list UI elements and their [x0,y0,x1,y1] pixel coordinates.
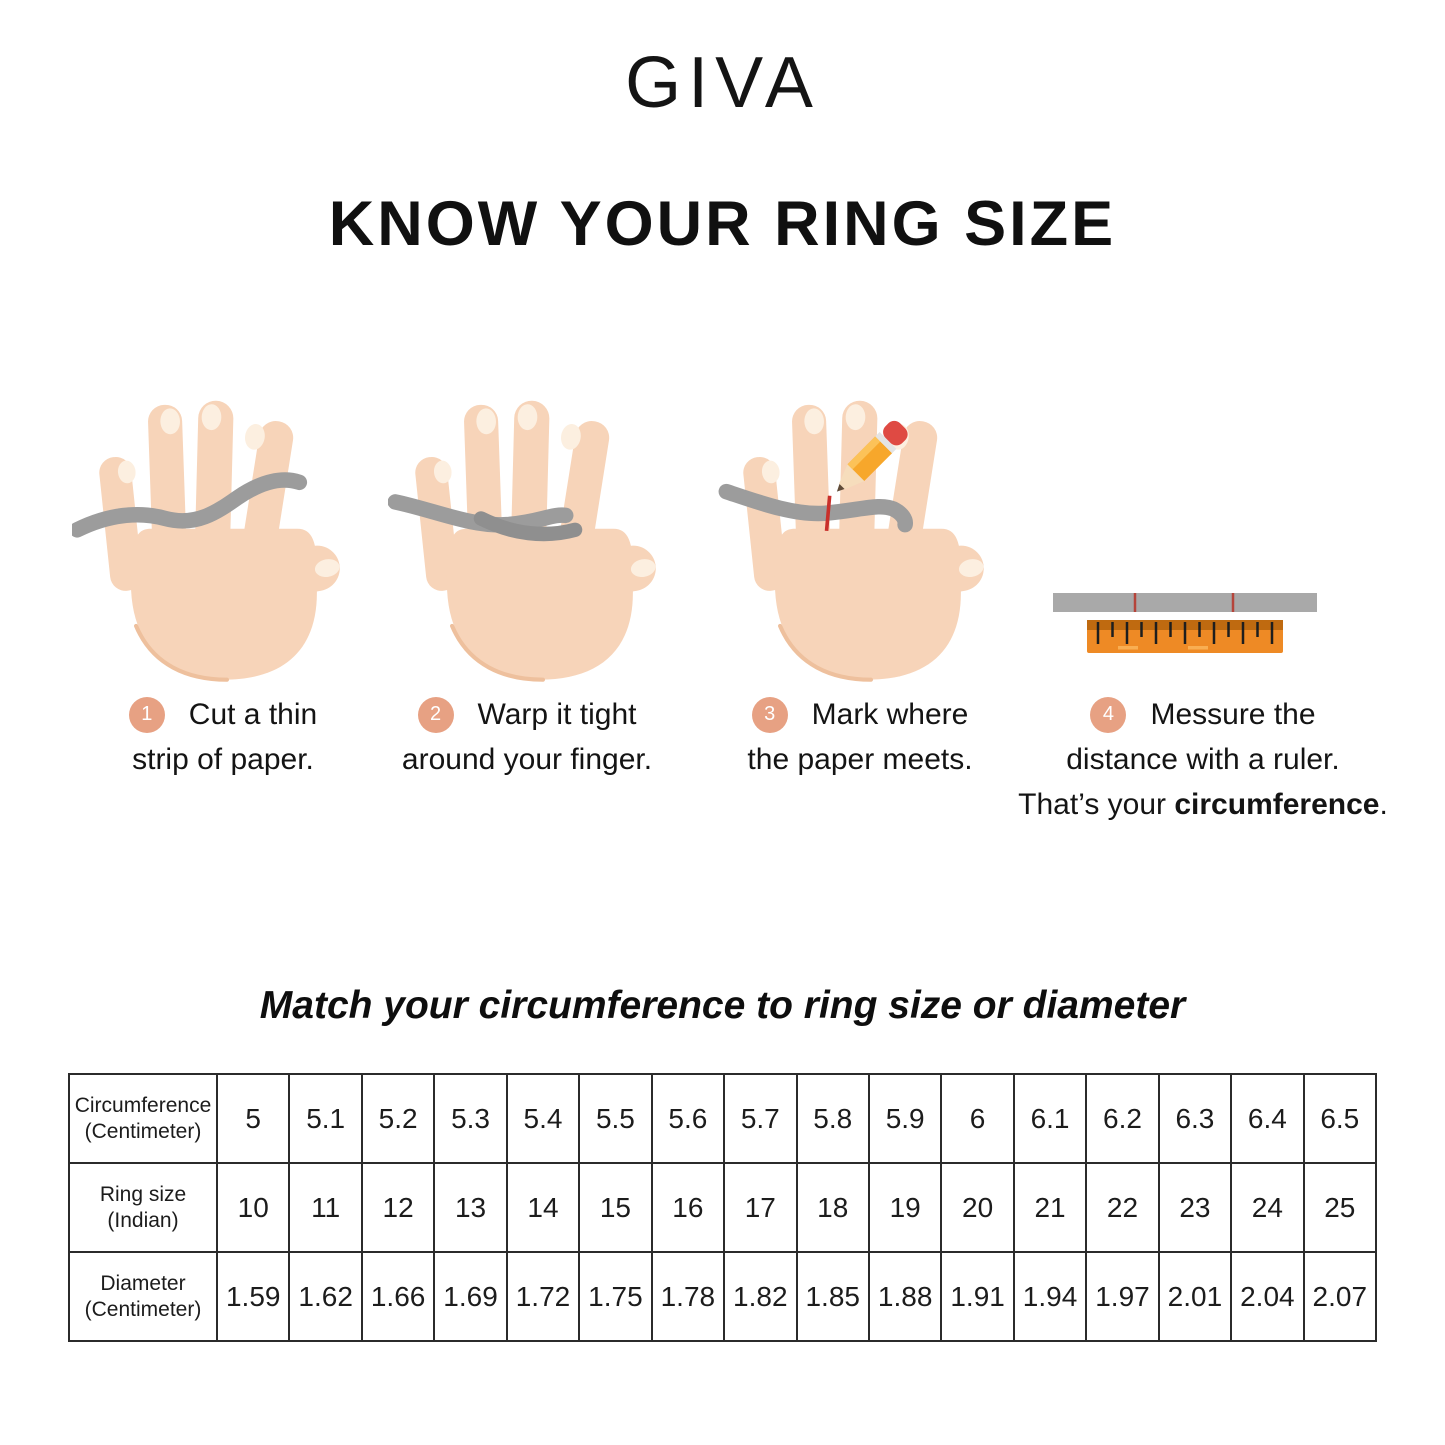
step-text: distance with a ruler. [1066,743,1340,776]
table-cell: 21 [1012,1162,1088,1253]
table-cell: 25 [1302,1162,1378,1253]
table-cell: 2.04 [1230,1251,1305,1342]
step-text: Cut a thin [188,698,318,731]
table-cell: 17 [723,1162,798,1253]
table-cell: 12 [360,1162,436,1253]
table-cell: 6.4 [1230,1073,1305,1164]
step-text: around your finger. [401,743,653,776]
table-row: Ring size (Indian) 10 11 12 13 14 15 16 17 18 19 20 2… [68,1162,1378,1253]
step-number-badge: 2 [417,696,454,733]
paper-strip [72,472,308,538]
ruler-icon [1087,620,1283,653]
giva-logo: GIVA [625,43,820,123]
step-text: Mark where [811,698,969,731]
row-header: Diameter (Centimeter) [68,1251,218,1342]
step-text: That’s your circumference. [1018,788,1388,821]
table-cell: 5 [215,1073,291,1164]
table-cell: 1.97 [1085,1251,1160,1342]
table-cell: 14 [505,1162,581,1253]
step-number-badge: 3 [751,696,788,733]
table-cell: 2.07 [1302,1251,1378,1342]
step-2: 2 Warp it tight around your finger. [352,692,702,782]
table-cell: 1.72 [505,1251,581,1342]
table-cell: 6.5 [1302,1073,1378,1164]
red-mark [824,495,832,532]
paper-strip [718,483,913,533]
row-header: Circumference (Centimeter) [68,1073,218,1164]
step-number-badge: 4 [1090,696,1127,733]
step-4: 4 Messure the distance with a ruler. Tha… [988,692,1418,827]
table-subtitle: Match your circumference to ring size or… [259,984,1186,1027]
table-cell: 13 [433,1162,508,1253]
table-cell: 1.78 [650,1251,726,1342]
table-cell: 6.3 [1157,1073,1233,1164]
table-cell: 24 [1230,1162,1305,1253]
hand-with-paper-strip-illustration [72,380,382,690]
table-cell: 23 [1157,1162,1233,1253]
table-cell: 1.69 [433,1251,508,1342]
table-cell: 1.91 [940,1251,1015,1342]
table-cell: 5.6 [650,1073,726,1164]
step-text: Warp it tight [477,698,637,731]
table-cell: 18 [795,1162,870,1253]
paper-strip-wrap [473,511,583,542]
step-text: Messure the [1150,698,1316,731]
table-cell: 5.9 [867,1073,943,1164]
step-1: 1 Cut a thin strip of paper. [48,692,398,782]
step-number-badge: 1 [128,696,165,733]
page-title: KNOW YOUR RING SIZE [328,189,1117,259]
table-cell: 1.82 [723,1251,798,1342]
table-cell: 16 [650,1162,726,1253]
table-cell: 5.1 [288,1073,363,1164]
hand-pencil-mark-illustration [718,380,1026,690]
table-cell: 1.88 [867,1251,943,1342]
table-cell: 1.85 [795,1251,870,1342]
hand-strip-wrapped-illustration [388,380,698,690]
table-cell: 19 [867,1162,943,1253]
table-row: Diameter (Centimeter) 1.59 1.62 1.66 1.69 1.72… [68,1251,1378,1342]
table-cell: 5.7 [723,1073,798,1164]
table-cell: 6.2 [1085,1073,1160,1164]
table-cell: 11 [288,1162,363,1253]
ring-size-table: Circumference (Centimeter) 5 5.1 5.2 5.3 5.4 5.… [68,1073,1378,1342]
table-cell: 20 [940,1162,1015,1253]
table-cell: 5.8 [795,1073,870,1164]
pencil-icon [836,420,908,492]
table-cell: 6.1 [1012,1073,1088,1164]
table-cell: 2.01 [1157,1251,1233,1342]
table-cell: 1.66 [360,1251,436,1342]
table-cell: 1.94 [1012,1251,1088,1342]
step-text: strip of paper. [132,743,314,776]
table-cell: 22 [1085,1162,1160,1253]
table-cell: 6 [940,1073,1015,1164]
table-cell: 5.4 [505,1073,581,1164]
table-cell: 15 [578,1162,653,1253]
table-cell: 10 [215,1162,291,1253]
table-cell: 5.5 [578,1073,653,1164]
table-cell: 1.62 [288,1251,363,1342]
table-row: Circumference (Centimeter) 5 5.1 5.2 5.3 5.4 5.… [68,1073,1378,1164]
table-cell: 1.75 [578,1251,653,1342]
step-3: 3 Mark where the paper meets. [690,692,1030,782]
paper-strip [1053,593,1317,612]
table-cell: 5.2 [360,1073,436,1164]
table-cell: 1.59 [215,1251,291,1342]
ruler-measuring-strip-illustration [1053,593,1317,653]
table-cell: 5.3 [433,1073,508,1164]
row-header: Ring size (Indian) [68,1162,218,1253]
step-text: the paper meets. [747,743,973,776]
